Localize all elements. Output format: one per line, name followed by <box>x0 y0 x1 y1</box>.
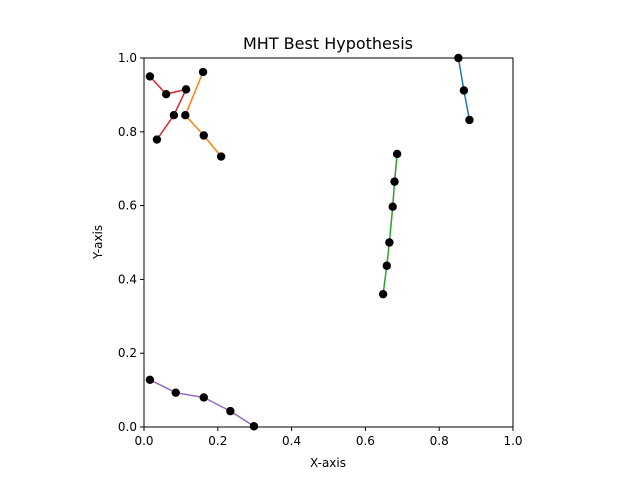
track-3-point-4 <box>388 202 397 211</box>
y-tick-label: 0.8 <box>118 125 137 139</box>
y-axis: 0.0 0.2 0.4 0.6 0.8 1.0 <box>118 51 144 434</box>
x-tick-label: 0.6 <box>356 434 375 448</box>
track-5-point-5 <box>249 422 259 431</box>
track-1-point-3 <box>465 115 474 125</box>
x-tick-label: 0.2 <box>208 434 227 448</box>
track-3-point-6 <box>392 149 402 159</box>
y-tick-label: 0.6 <box>118 199 137 213</box>
track-5-point-4 <box>226 406 235 416</box>
x-axis: 0.0 0.2 0.4 0.6 0.8 1.0 <box>134 427 523 448</box>
x-tick-label: 0.4 <box>282 434 301 448</box>
track-2-point-4 <box>216 152 226 161</box>
y-axis-label: Y-axis <box>91 225 105 260</box>
track-5-point-1 <box>145 375 155 384</box>
track-4-point-4 <box>169 110 179 120</box>
tracks-layer <box>149 58 471 427</box>
track-line-5 <box>149 379 255 427</box>
x-axis-label: X-axis <box>310 456 346 470</box>
points-layer <box>145 53 474 431</box>
track-1-point-2 <box>459 86 469 95</box>
track-5-point-2 <box>171 388 180 397</box>
y-tick-label: 0.2 <box>118 346 137 360</box>
x-tick-label: 1.0 <box>503 434 522 448</box>
track-5-point-3 <box>199 393 208 402</box>
track-line-4 <box>149 75 187 141</box>
y-tick-label: 1.0 <box>118 51 137 65</box>
track-3-point-1 <box>378 289 388 299</box>
track-line-3 <box>382 153 398 295</box>
track-2-point-1 <box>198 67 208 77</box>
track-4-point-5 <box>152 135 162 144</box>
x-tick-label: 0.8 <box>430 434 449 448</box>
track-4-point-2 <box>161 89 171 99</box>
track-3-point-5 <box>390 177 399 186</box>
track-2-point-2 <box>181 110 190 120</box>
track-4-point-1 <box>145 72 155 81</box>
track-3-point-2 <box>382 261 392 270</box>
track-3-point-3 <box>385 238 394 247</box>
x-tick-label: 0.0 <box>134 434 153 448</box>
track-4-point-3 <box>181 85 191 94</box>
track-line-2 <box>184 71 222 158</box>
y-tick-label: 0.4 <box>118 272 137 286</box>
y-tick-label: 0.0 <box>118 420 137 434</box>
plot-frame <box>143 57 514 428</box>
chart-title: MHT Best Hypothesis <box>243 34 413 53</box>
track-2-point-3 <box>199 131 208 140</box>
